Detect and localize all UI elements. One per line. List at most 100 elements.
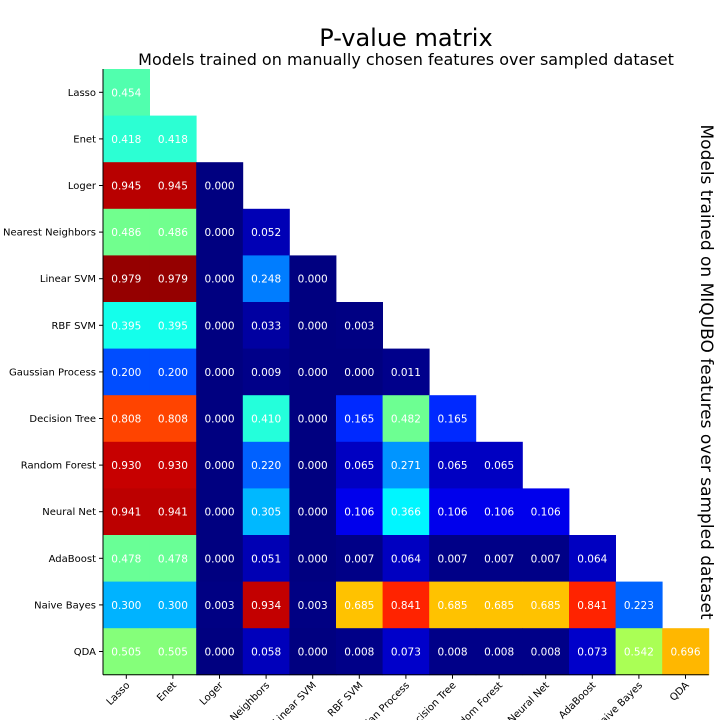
heatmap-cell <box>382 628 430 676</box>
heatmap-cell <box>103 535 150 582</box>
cell-value-label: 0.200 <box>111 367 141 379</box>
heatmap-cell <box>336 628 383 676</box>
cell-value-label: 0.945 <box>111 181 141 193</box>
cell-value-label: 0.033 <box>251 320 281 332</box>
heatmap-cell <box>103 581 150 629</box>
heatmap-cell <box>103 69 150 116</box>
cell-value-label: 0.979 <box>111 274 141 286</box>
cell-value-label: 0.000 <box>344 367 374 379</box>
y-tick-label: Naive Bayes <box>34 600 96 611</box>
cell-value-label: 0.007 <box>484 553 514 565</box>
heatmap-cell <box>196 162 244 210</box>
heatmap-cell <box>242 628 290 676</box>
heatmap-cell <box>336 348 383 396</box>
heatmap-cell <box>382 441 430 489</box>
cell-value-label: 0.000 <box>204 181 234 193</box>
heatmap-cell <box>149 162 197 210</box>
heatmap-cell <box>103 348 150 396</box>
heatmap-cell <box>242 441 290 489</box>
cell-value-label: 0.073 <box>391 647 421 659</box>
y-tick-label: Loger <box>68 181 97 192</box>
cell-value-label: 0.008 <box>437 647 467 659</box>
cell-value-label: 0.065 <box>484 460 514 472</box>
cell-value-label: 0.000 <box>298 507 328 519</box>
heatmap-cell <box>475 581 523 629</box>
heatmap-cell <box>522 488 570 536</box>
cell-value-label: 0.000 <box>204 507 234 519</box>
heatmap-cell <box>103 208 150 256</box>
heatmap-cell <box>615 628 663 676</box>
y-tick-label: Random Forest <box>21 461 96 472</box>
cell-value-label: 0.841 <box>391 600 421 612</box>
x-tick-label: QDA <box>668 680 692 704</box>
heatmap-cell <box>149 302 197 349</box>
heatmap-cell <box>196 208 244 256</box>
y-tick-label: Nearest Neighbors <box>3 228 96 239</box>
cell-value-label: 0.000 <box>298 414 328 426</box>
x-tick-label: Enet <box>155 680 179 704</box>
heatmap-cell <box>149 581 197 629</box>
heatmap-cell <box>382 488 430 536</box>
heatmap-cell <box>522 628 570 676</box>
cell-value-label: 0.395 <box>111 320 141 332</box>
heatmap-cell <box>289 441 337 489</box>
cell-value-label: 0.945 <box>158 181 188 193</box>
cell-value-label: 0.000 <box>298 553 328 565</box>
cell-value-label: 0.165 <box>437 414 467 426</box>
heatmap-cell <box>382 581 430 629</box>
chart-subtitle: Models trained on manually chosen featur… <box>138 50 674 69</box>
cell-value-label: 0.000 <box>204 460 234 472</box>
cell-value-label: 0.007 <box>437 553 467 565</box>
cell-value-label: 0.003 <box>344 320 374 332</box>
cell-value-label: 0.165 <box>344 414 374 426</box>
cell-value-label: 0.934 <box>251 600 281 612</box>
cell-value-label: 0.486 <box>111 227 141 239</box>
y-tick-label: AdaBoost <box>49 554 96 565</box>
cell-value-label: 0.000 <box>204 553 234 565</box>
heatmap-cell <box>196 302 244 349</box>
cell-value-label: 0.073 <box>577 647 607 659</box>
heatmap-cell <box>242 302 290 349</box>
heatmap-cell <box>242 348 290 396</box>
cell-value-label: 0.000 <box>298 274 328 286</box>
cell-value-label: 0.941 <box>158 507 188 519</box>
x-tick-label: Naive Bayes <box>593 680 645 720</box>
x-tick-label: Loger <box>198 680 226 708</box>
cell-value-label: 0.486 <box>158 227 188 239</box>
heatmap-cell <box>289 255 337 303</box>
heatmap-cell <box>382 535 430 582</box>
cell-value-label: 0.052 <box>251 227 281 239</box>
heatmap-cell <box>149 348 197 396</box>
heatmap-cell <box>242 255 290 303</box>
cell-value-label: 0.366 <box>391 507 421 519</box>
cell-value-label: 0.065 <box>437 460 467 472</box>
heatmap-cell <box>103 162 150 210</box>
heatmap-cell <box>289 628 337 676</box>
cell-value-label: 0.065 <box>344 460 374 472</box>
cell-value-label: 0.478 <box>111 553 141 565</box>
heatmap-cell <box>149 115 197 163</box>
y-tick-label: QDA <box>74 647 96 658</box>
cell-value-label: 0.685 <box>531 600 561 612</box>
cell-value-label: 0.300 <box>158 600 188 612</box>
cell-value-label: 0.011 <box>391 367 421 379</box>
heatmap-cell <box>242 395 290 443</box>
cell-value-label: 0.220 <box>251 460 281 472</box>
cell-value-label: 0.000 <box>204 320 234 332</box>
cell-value-label: 0.930 <box>158 460 188 472</box>
cell-value-label: 0.685 <box>437 600 467 612</box>
cell-value-label: 0.106 <box>344 507 374 519</box>
cell-value-label: 0.482 <box>391 414 421 426</box>
cell-value-label: 0.000 <box>298 367 328 379</box>
heatmap-cell <box>289 535 337 582</box>
cell-value-label: 0.941 <box>111 507 141 519</box>
cell-value-label: 0.418 <box>111 134 141 146</box>
heatmap-cell <box>336 488 383 536</box>
cell-value-label: 0.009 <box>251 367 281 379</box>
cell-value-label: 0.058 <box>251 647 281 659</box>
cell-value-label: 0.007 <box>344 553 374 565</box>
cell-value-label: 0.305 <box>251 507 281 519</box>
cell-value-label: 0.003 <box>204 600 234 612</box>
cell-value-label: 0.000 <box>204 227 234 239</box>
